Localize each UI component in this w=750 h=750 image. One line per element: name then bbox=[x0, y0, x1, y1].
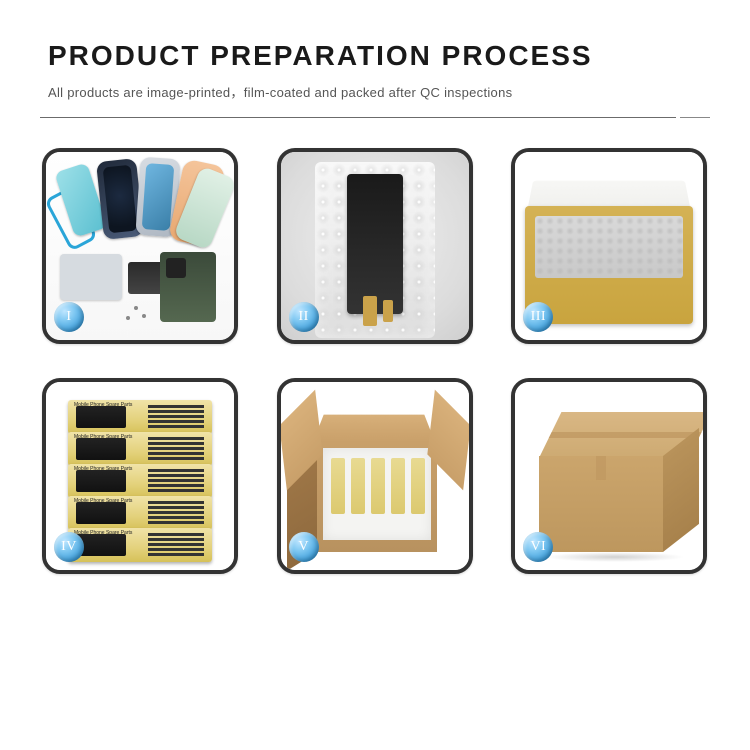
process-grid: I II III Mobile Phone S bbox=[40, 148, 710, 574]
step-6-sealed-carton: VI bbox=[511, 378, 707, 574]
box-label: Mobile Phone Spare Parts bbox=[74, 402, 132, 408]
step-5-open-carton: V bbox=[277, 378, 473, 574]
step-badge-2: II bbox=[289, 302, 319, 332]
step-1-parts: I bbox=[42, 148, 238, 344]
step-2-bubble-wrap: II bbox=[277, 148, 473, 344]
step-4-stacked-boxes: Mobile Phone Spare Parts Mobile Phone Sp… bbox=[42, 378, 238, 574]
step-3-flat-box: III bbox=[511, 148, 707, 344]
box-label: Mobile Phone Spare Parts bbox=[74, 434, 132, 440]
step-badge-5: V bbox=[289, 532, 319, 562]
divider bbox=[40, 117, 710, 118]
box-label: Mobile Phone Spare Parts bbox=[74, 530, 132, 536]
box-label: Mobile Phone Spare Parts bbox=[74, 498, 132, 504]
page-title: PRODUCT PREPARATION PROCESS bbox=[40, 40, 710, 72]
page-subtitle: All products are image-printed，film-coat… bbox=[40, 82, 710, 101]
step-badge-4: IV bbox=[54, 532, 84, 562]
box-label: Mobile Phone Spare Parts bbox=[74, 466, 132, 472]
step-badge-1: I bbox=[54, 302, 84, 332]
